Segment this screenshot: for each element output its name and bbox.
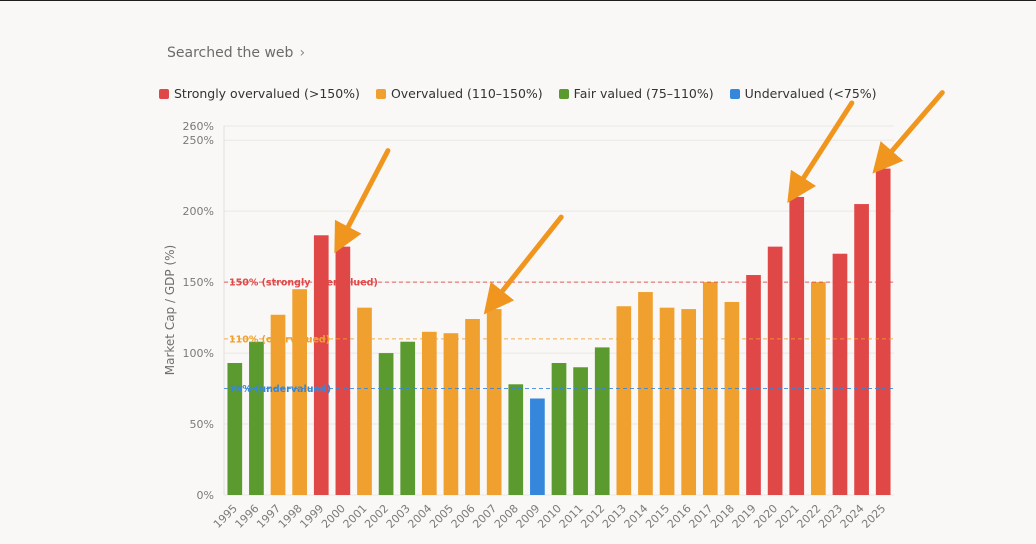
x-tick-label: 2003 [384,502,413,531]
y-tick-label: 250% [183,134,214,147]
y-tick-label: 150% [183,276,214,289]
bar-2009 [530,398,545,495]
bar-2005 [443,333,459,495]
bar-2003 [400,341,416,495]
x-tick-label: 2006 [449,502,478,531]
bar-2008 [508,384,524,495]
bar-1996 [249,341,264,495]
bar-1995 [227,363,243,495]
x-tick-label: 1998 [276,502,305,531]
bar-1998 [292,289,307,495]
bar-2002 [378,353,394,495]
legend-item-over: Overvalued (110–150%) [375,86,543,101]
x-tick-label: 1999 [297,502,326,531]
x-tick-label: 2000 [319,502,348,531]
x-tick-label: 2007 [470,502,499,531]
top-divider [0,0,1036,1]
y-tick-label: 260% [183,120,214,133]
x-tick-label: 2005 [427,502,456,531]
bar-2021 [789,196,805,495]
x-tick-label: 1997 [254,502,283,531]
legend-label: Strongly overvalued (>150%) [174,86,360,101]
y-tick-label: 100% [183,347,214,360]
highlight-arrow-2000 [334,148,391,254]
x-tick-label: 2010 [535,502,564,531]
legend-label: Overvalued (110–150%) [390,86,543,101]
x-tick-label: 2025 [859,502,888,531]
x-tick-label: 2020 [751,502,780,531]
x-tick-label: 2016 [665,502,694,531]
legend-item-under: Undervalued (<75%) [729,86,877,101]
bar-2007 [486,309,502,495]
bar-2014 [638,292,653,495]
bar-2020 [767,246,783,495]
bar-2025 [875,168,891,496]
reference-label-150: 150% (strongly overvalued) [229,278,378,289]
x-tick-label: 1995 [211,502,240,531]
y-tick-label: 0% [197,489,214,502]
bar-1997 [270,314,286,495]
bar-2012 [594,347,610,495]
legend-swatch [375,88,386,99]
y-tick-label: 50% [190,418,214,431]
bar-2022 [811,282,826,495]
x-tick-label: 2015 [643,502,672,531]
bar-2016 [681,309,697,495]
highlight-arrow-2025 [872,90,945,174]
x-tick-label: 2014 [622,502,651,531]
x-tick-label: 2021 [773,502,802,531]
bar-2013 [616,306,632,495]
searched-label: Searched the web [167,45,294,61]
bar-1999 [313,235,329,495]
legend-swatch [729,88,740,99]
highlight-arrow-2021 [787,100,855,204]
x-tick-label: 2004 [405,502,434,531]
x-tick-label: 2019 [730,502,759,531]
reference-label-110: 110% (overvalued) [229,334,330,345]
x-tick-label: 2024 [838,502,867,531]
legend-item-strong: Strongly overvalued (>150%) [159,86,360,101]
bar-2023 [832,253,848,495]
bar-2004 [421,331,437,495]
bar-2024 [854,204,869,496]
x-tick-label: 2001 [341,502,370,531]
y-axis-title: Market Cap / GDP (%) [163,245,177,375]
bar-2015 [659,307,675,495]
bar-2001 [357,307,372,495]
x-tick-label: 2012 [578,502,607,531]
legend-label: Undervalued (<75%) [744,86,877,101]
x-tick-label: 2017 [686,502,715,531]
x-tick-label: 2008 [492,502,521,531]
bar-2006 [465,319,480,495]
bar-2019 [746,275,761,495]
chevron-right-icon: › [299,45,306,61]
x-tick-label: 2023 [816,502,845,531]
bar-2010 [551,363,567,495]
legend-swatch [159,88,169,99]
x-tick-label: 2022 [794,502,823,531]
bar-2011 [573,367,588,495]
chart-legend: Strongly overvalued (>150%) Overvalued (1… [159,86,893,101]
bar-2018 [724,301,740,495]
legend-swatch [558,88,569,99]
y-tick-label: 200% [183,205,214,218]
bar-2000 [335,246,351,495]
legend-label: Fair valued (75–110%) [573,86,714,101]
x-tick-label: 1996 [233,502,262,531]
x-tick-label: 2018 [708,502,737,531]
searched-the-web-link[interactable]: Searched the web › [167,45,305,61]
x-tick-label: 2011 [557,502,586,531]
reference-label-75: 75% (undervalued) [229,384,331,395]
legend-item-fair: Fair valued (75–110%) [558,86,714,101]
x-tick-label: 2013 [600,502,629,531]
highlight-arrow-2007 [483,214,564,315]
x-tick-label: 2009 [514,502,543,531]
x-tick-label: 2002 [362,502,391,531]
